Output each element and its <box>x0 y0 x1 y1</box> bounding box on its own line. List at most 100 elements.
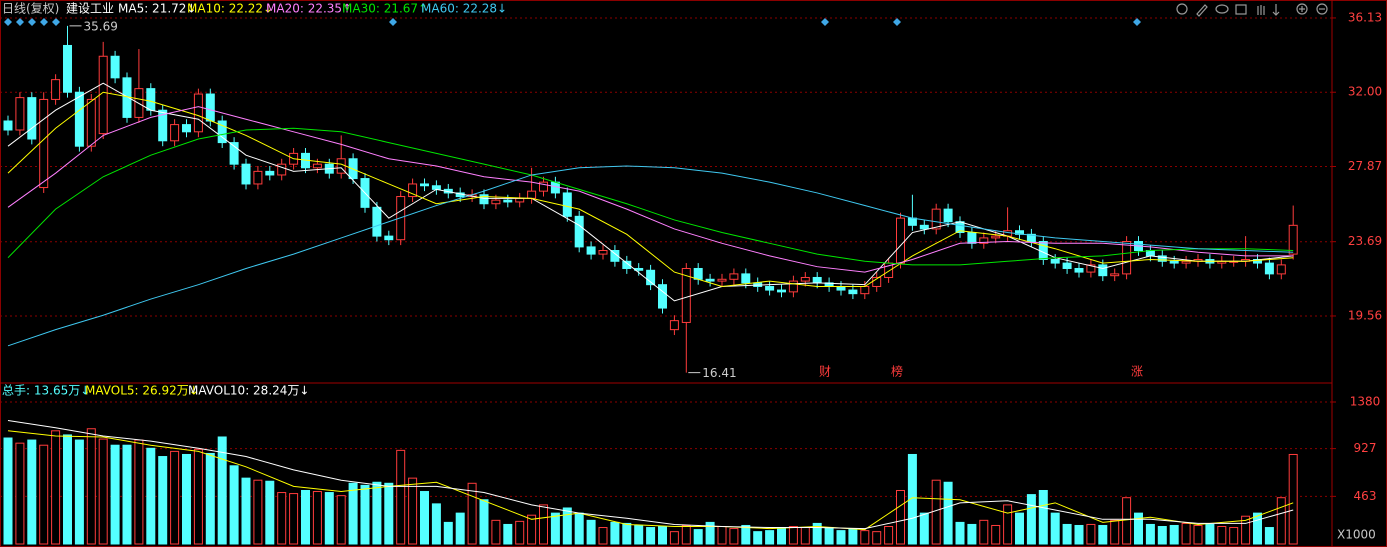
candle-body <box>812 276 822 284</box>
volume-bar <box>170 450 180 545</box>
volume-bar <box>1050 512 1060 545</box>
volume-bar <box>229 465 239 545</box>
volume-bar <box>134 439 144 545</box>
max-label: 35.69 <box>84 19 118 33</box>
volume-bar <box>63 434 72 545</box>
volume-bar <box>669 531 679 545</box>
volume-bar <box>896 489 905 545</box>
candle-body <box>574 215 584 248</box>
ma-line <box>7 127 1294 266</box>
tool-box[interactable] <box>1235 4 1247 15</box>
volume-bar <box>193 448 203 545</box>
volume-bar <box>1134 512 1143 545</box>
y-tick-label: 32.00 <box>1348 85 1382 99</box>
tool-down[interactable] <box>1272 4 1280 16</box>
candle-body <box>86 98 96 147</box>
candle-body <box>3 120 13 131</box>
candle-body <box>110 55 120 79</box>
volume-bar <box>586 519 596 545</box>
volume-bar <box>122 444 132 545</box>
ma-line <box>7 91 1294 287</box>
volume-bar <box>1003 504 1013 545</box>
candle-body <box>1264 262 1274 275</box>
candle-body <box>979 237 989 244</box>
volume-bar <box>384 482 394 545</box>
volume-bar <box>812 522 822 545</box>
volume-bar <box>110 444 120 545</box>
candle-body <box>384 235 394 241</box>
volume-bar <box>348 482 358 545</box>
volume-bar <box>146 447 156 545</box>
ma-line <box>7 430 1294 531</box>
candle-body <box>943 208 953 223</box>
volume-bar <box>491 519 501 545</box>
candle-body <box>193 93 203 133</box>
candle-body <box>431 185 441 190</box>
ma-line <box>7 165 1294 347</box>
volume-bar <box>872 531 882 545</box>
volume-bar <box>729 528 739 545</box>
legend-entry: MA60: 22.28↓ <box>421 2 507 16</box>
candle-body <box>741 273 751 284</box>
volume-bar <box>515 520 525 545</box>
volume-bar <box>3 437 13 545</box>
volume-bar <box>1229 527 1239 545</box>
volume-title: 总手: 13.65万↓ <box>2 384 90 398</box>
tool-settings[interactable] <box>1176 3 1188 15</box>
volume-bar <box>289 493 299 545</box>
volume-bar <box>265 480 275 545</box>
y-tick-label: 27.87 <box>1348 159 1382 173</box>
volume-bar <box>824 527 834 545</box>
volume-bar <box>539 504 548 545</box>
tool-zoom-in[interactable] <box>1296 3 1308 15</box>
volume-bar <box>884 526 894 545</box>
volume-bar <box>610 521 620 545</box>
volume-bar <box>1169 524 1179 545</box>
volume-bar <box>277 492 287 545</box>
candle-body <box>800 276 810 282</box>
candle-body <box>74 91 84 147</box>
tool-zoom-out[interactable] <box>1316 3 1328 15</box>
candle-body <box>63 44 72 93</box>
y-tick-label: 36.13 <box>1348 10 1382 24</box>
candle-body <box>1098 264 1108 277</box>
volume-bar <box>741 524 751 545</box>
tool-zoom-in-sign <box>1299 6 1305 12</box>
event-label: 榜 <box>891 364 903 379</box>
candle-body <box>515 197 525 203</box>
candle-body <box>1050 258 1060 264</box>
candle-body <box>1110 273 1120 277</box>
candle-body <box>253 170 263 185</box>
candle-body <box>586 246 596 255</box>
volume-bar <box>1026 494 1036 545</box>
volume-bar <box>324 492 334 545</box>
candle-body <box>598 250 608 255</box>
candle-body <box>1288 224 1298 255</box>
volume-bar <box>408 477 418 545</box>
volume-bar <box>765 530 775 545</box>
min-label: 16.41 <box>702 366 736 380</box>
tool-hand[interactable] <box>1257 5 1265 15</box>
candle-body <box>241 163 251 185</box>
y-tick-label: 19.56 <box>1348 308 1382 322</box>
volume-bar <box>396 449 406 545</box>
volume-bar <box>646 527 656 545</box>
candle-body <box>1181 260 1191 264</box>
volume-bar <box>86 428 96 545</box>
volume-bar <box>1098 524 1108 545</box>
candle-body <box>681 267 691 323</box>
volume-bar <box>158 456 168 545</box>
volume-bar <box>550 512 560 545</box>
volume-bar <box>907 453 917 545</box>
volume-bar <box>1253 512 1262 545</box>
volume-bar <box>241 477 251 545</box>
candle-body <box>158 109 168 142</box>
candle-body <box>919 224 929 230</box>
volume-bar <box>717 526 727 545</box>
tool-view[interactable] <box>1215 4 1229 14</box>
tool-draw[interactable] <box>1196 4 1208 17</box>
legend-entry: MA30: 21.67↑ <box>342 2 428 16</box>
volume-bar <box>562 507 572 545</box>
candle-body <box>836 285 846 291</box>
volume-bar <box>253 479 263 545</box>
